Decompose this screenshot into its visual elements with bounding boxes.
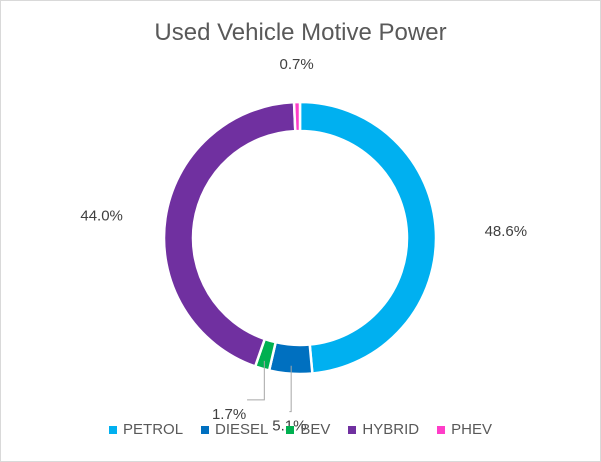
legend-item-phev: PHEV <box>437 421 492 438</box>
legend-label-petrol: PETROL <box>123 421 184 438</box>
legend-swatch-diesel <box>201 425 210 434</box>
legend-item-bev: BEV <box>286 421 330 438</box>
data-label-petrol: 48.6% <box>485 223 528 240</box>
data-label-hybrid: 44.0% <box>80 208 123 225</box>
legend-label-bev: BEV <box>300 421 331 438</box>
legend: PETROL DIESEL BEV HYBRID PHEV <box>1 421 600 438</box>
leader-line-diesel <box>289 365 292 413</box>
data-labels-group: 48.6%5.1%1.7%44.0%0.7% <box>80 56 527 435</box>
legend-label-phev: PHEV <box>451 421 492 438</box>
slice-petrol <box>298 100 438 375</box>
legend-swatch-bev <box>286 425 295 434</box>
data-label-phev: 0.7% <box>280 56 314 73</box>
slice-phev <box>292 100 302 133</box>
legend-item-diesel: DIESEL <box>201 421 268 438</box>
legend-label-diesel: DIESEL <box>215 421 269 438</box>
legend-item-petrol: PETROL <box>109 421 183 438</box>
legend-swatch-petrol <box>109 425 118 434</box>
legend-swatch-hybrid <box>348 425 357 434</box>
chart-title: Used Vehicle Motive Power <box>154 19 447 46</box>
data-label-bev: 1.7% <box>212 406 246 423</box>
leader-line-bev <box>247 360 265 401</box>
slices-group <box>162 100 438 376</box>
legend-item-hybrid: HYBRID <box>348 421 419 438</box>
legend-label-hybrid: HYBRID <box>362 421 420 438</box>
leader-lines-group <box>247 360 292 413</box>
slice-hybrid <box>162 100 297 368</box>
legend-swatch-phev <box>437 425 446 434</box>
